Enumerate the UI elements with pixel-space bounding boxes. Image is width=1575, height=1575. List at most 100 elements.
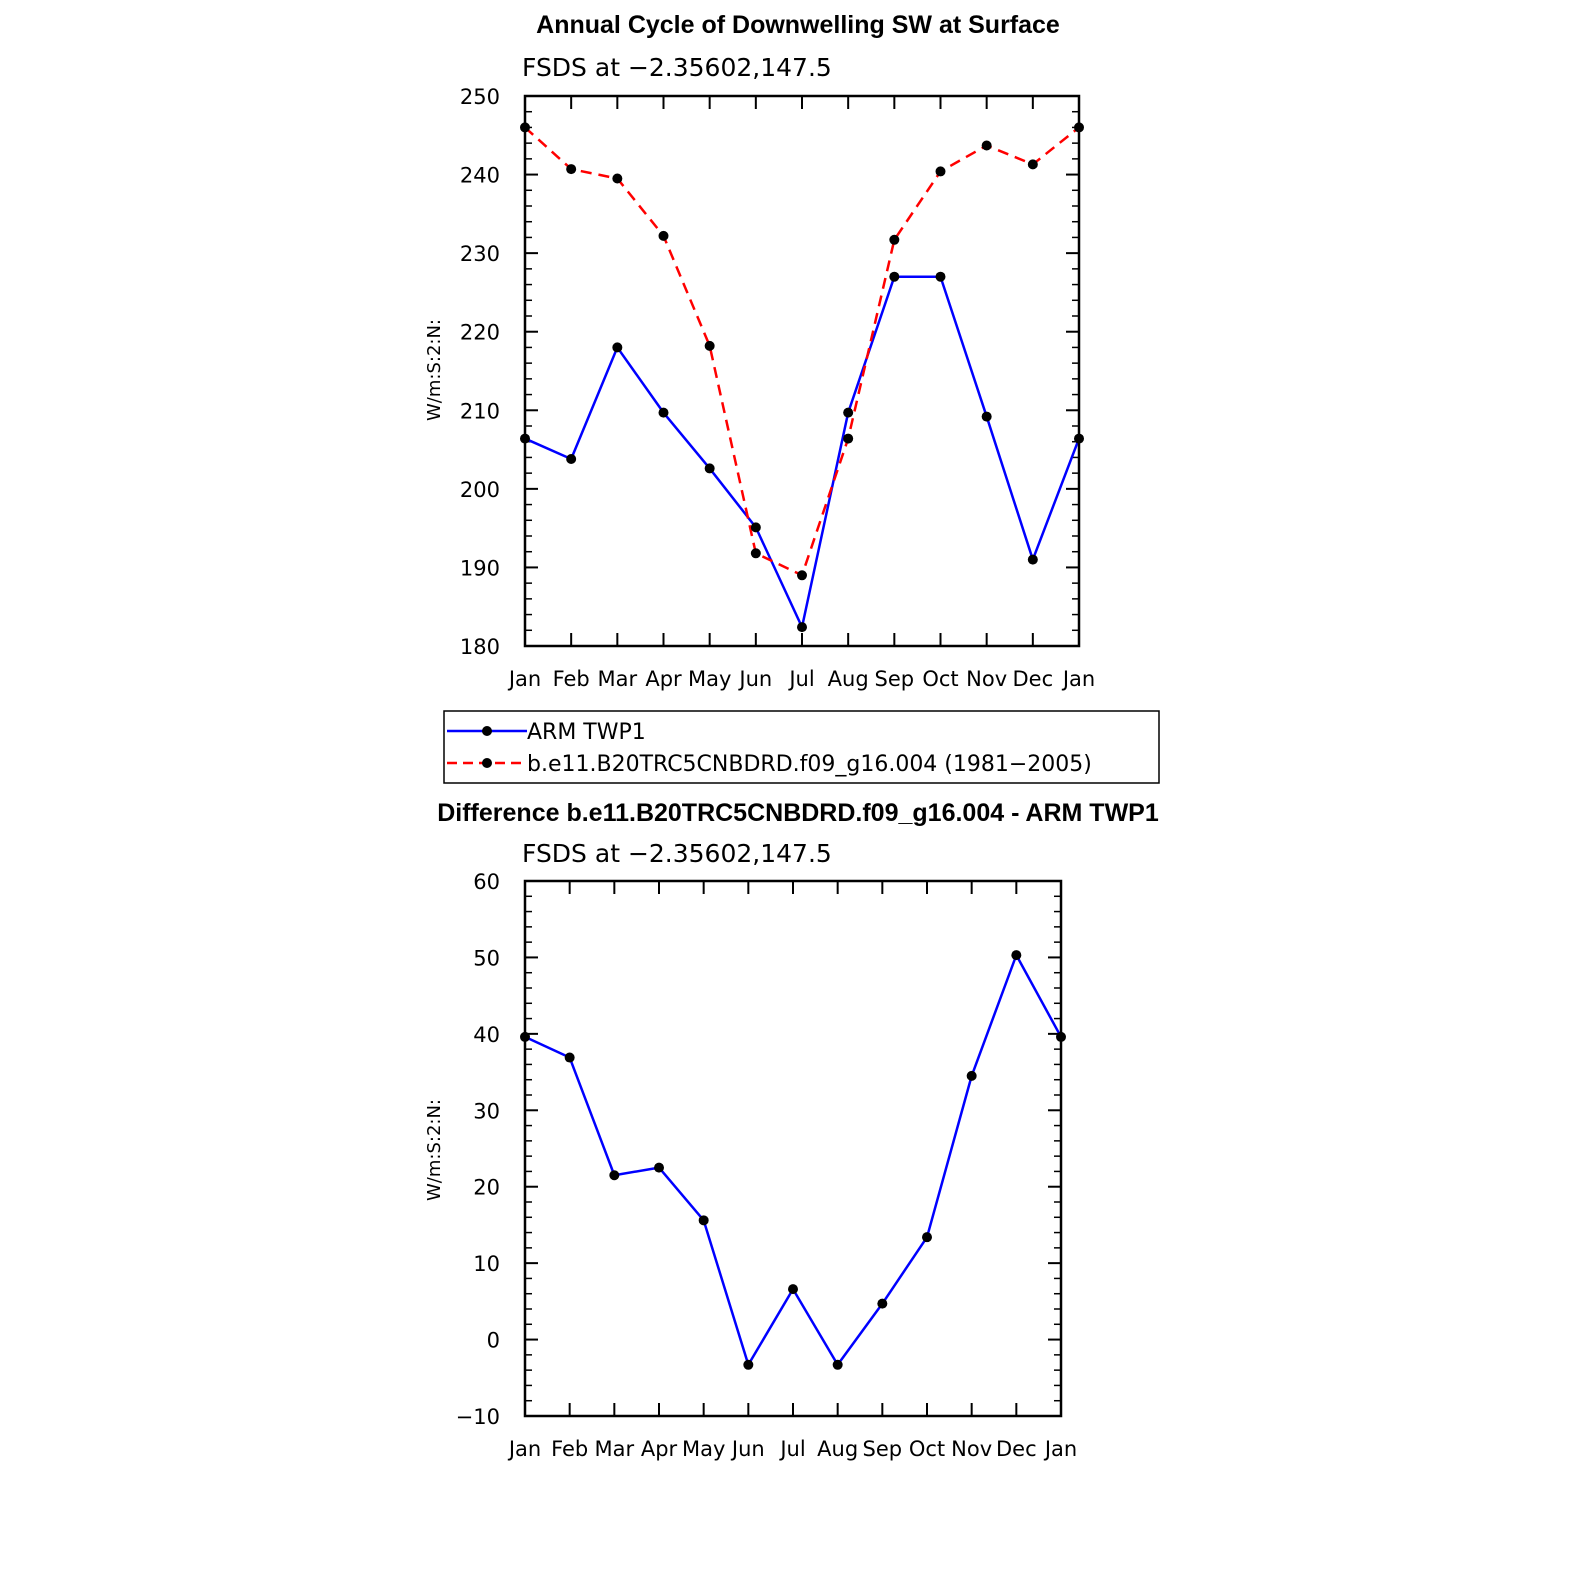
y-tick-label: 230 [460, 242, 500, 266]
legend: ARM TWP1 b.e11.B20TRC5CNBDRD.f09_g16.004… [443, 710, 1160, 784]
y-tick-label: 10 [473, 1252, 500, 1276]
legend-label-arm: ARM TWP1 [527, 720, 646, 745]
y-tick-label: 60 [473, 870, 500, 894]
series-lines [520, 122, 1084, 633]
y-axis-label: W/m:S:2:N: [424, 1099, 445, 1201]
chart-title: Annual Cycle of Downwelling SW at Surfac… [536, 11, 1060, 39]
x-tick-label: Jun [737, 667, 772, 691]
y-tick-label: 240 [460, 164, 500, 188]
data-point [1011, 950, 1022, 961]
x-tick-label: Apr [641, 1437, 678, 1461]
data-point [981, 140, 992, 151]
data-point [698, 1215, 709, 1226]
data-point [612, 173, 623, 184]
x-tick-label: Feb [551, 1437, 588, 1461]
y-tick-label: 210 [460, 399, 500, 423]
data-point [704, 463, 715, 474]
x-tick-label: Sep [863, 1437, 903, 1461]
legend-marker-model [482, 758, 492, 768]
data-point [1027, 159, 1038, 170]
chart-subtitle: FSDS at −2.35602,147.5 [522, 839, 832, 868]
data-point [704, 340, 715, 351]
x-tick-label: Dec [1013, 667, 1054, 691]
data-point [877, 1298, 888, 1309]
x-tick-label: Nov [966, 667, 1007, 691]
series-line [524, 953, 1063, 1367]
y-axis-label: W/m:S:2:N: [424, 319, 445, 421]
plot-frame [523, 94, 1081, 648]
x-tick-label: Jul [787, 667, 814, 691]
data-point [981, 411, 992, 422]
legend-marker-arm [482, 726, 492, 736]
data-point [832, 1359, 843, 1370]
axis-ticks: Jan Feb Mar Apr May Jun Jul Aug Sep Oct Nov Dec Jan 1… [460, 85, 1095, 691]
y-tick-label: 250 [460, 85, 500, 109]
data-point [935, 166, 946, 177]
series-lines [520, 950, 1066, 1370]
x-tick-label: Jan [507, 1437, 541, 1461]
y-tick-label: 180 [460, 635, 500, 659]
legend-item-model: b.e11.B20TRC5CNBDRD.f09_g16.004 (1981−20… [447, 752, 1092, 777]
data-point [797, 622, 807, 633]
x-tick-label: Sep [875, 667, 915, 691]
x-tick-label: Dec [996, 1437, 1037, 1461]
x-tick-label: Jun [730, 1437, 765, 1461]
data-point [564, 1052, 575, 1063]
data-point [843, 407, 854, 418]
plot-frame [523, 879, 1063, 1418]
legend-item-arm: ARM TWP1 [447, 720, 646, 745]
data-point [566, 454, 577, 464]
x-tick-label: Aug [828, 667, 869, 691]
x-tick-label: Jan [507, 667, 541, 691]
data-point [1027, 554, 1038, 565]
x-tick-label: Oct [922, 667, 958, 691]
data-point [743, 1359, 754, 1370]
difference-panel: Difference b.e11.B20TRC5CNBDRD.f09_g16.0… [424, 799, 1159, 1461]
x-tick-label: Mar [598, 667, 638, 691]
x-tick-label: Aug [817, 1437, 858, 1461]
y-tick-label: −10 [456, 1405, 500, 1429]
data-point [750, 548, 761, 559]
y-tick-label: 20 [473, 1176, 500, 1200]
x-tick-label: Jul [778, 1437, 805, 1461]
y-tick-label: 190 [460, 556, 500, 580]
data-point [750, 522, 761, 533]
y-tick-label: 30 [473, 1099, 500, 1123]
x-tick-label: Jan [1043, 1437, 1077, 1461]
legend-label-model: b.e11.B20TRC5CNBDRD.f09_g16.004 (1981−20… [527, 752, 1092, 777]
data-point [788, 1284, 798, 1295]
data-point [658, 230, 669, 241]
y-tick-label: 200 [460, 478, 500, 502]
data-point [922, 1232, 932, 1243]
data-point [609, 1170, 620, 1181]
y-tick-label: 220 [460, 321, 500, 345]
chart-subtitle: FSDS at −2.35602,147.5 [522, 53, 832, 82]
series-line [524, 126, 1080, 577]
y-tick-label: 50 [473, 946, 500, 970]
data-point [889, 234, 900, 245]
x-tick-label: Apr [645, 667, 682, 691]
x-tick-label: Feb [553, 667, 590, 691]
data-point [654, 1162, 664, 1173]
y-tick-label: 40 [473, 1023, 500, 1047]
x-tick-label: Oct [909, 1437, 945, 1461]
annual-cycle-panel: Annual Cycle of Downwelling SW at Surfac… [424, 11, 1095, 691]
x-tick-label: Nov [951, 1437, 992, 1461]
axis-ticks: Jan Feb Mar Apr May Jun Jul Aug Sep Oct Nov Dec Jan−… [456, 870, 1078, 1461]
chart-title: Difference b.e11.B20TRC5CNBDRD.f09_g16.0… [437, 799, 1159, 827]
x-tick-label: May [682, 1437, 725, 1461]
data-point [612, 342, 623, 353]
data-point [935, 271, 946, 282]
data-point [658, 407, 669, 418]
data-point [566, 164, 577, 175]
data-point [966, 1070, 977, 1081]
data-point [889, 271, 900, 282]
data-point [843, 433, 854, 444]
x-tick-label: May [688, 667, 731, 691]
x-tick-label: Mar [595, 1437, 635, 1461]
y-tick-label: 0 [487, 1329, 500, 1353]
legend-box [443, 710, 1160, 784]
data-point [797, 570, 807, 581]
x-tick-label: Jan [1061, 667, 1095, 691]
